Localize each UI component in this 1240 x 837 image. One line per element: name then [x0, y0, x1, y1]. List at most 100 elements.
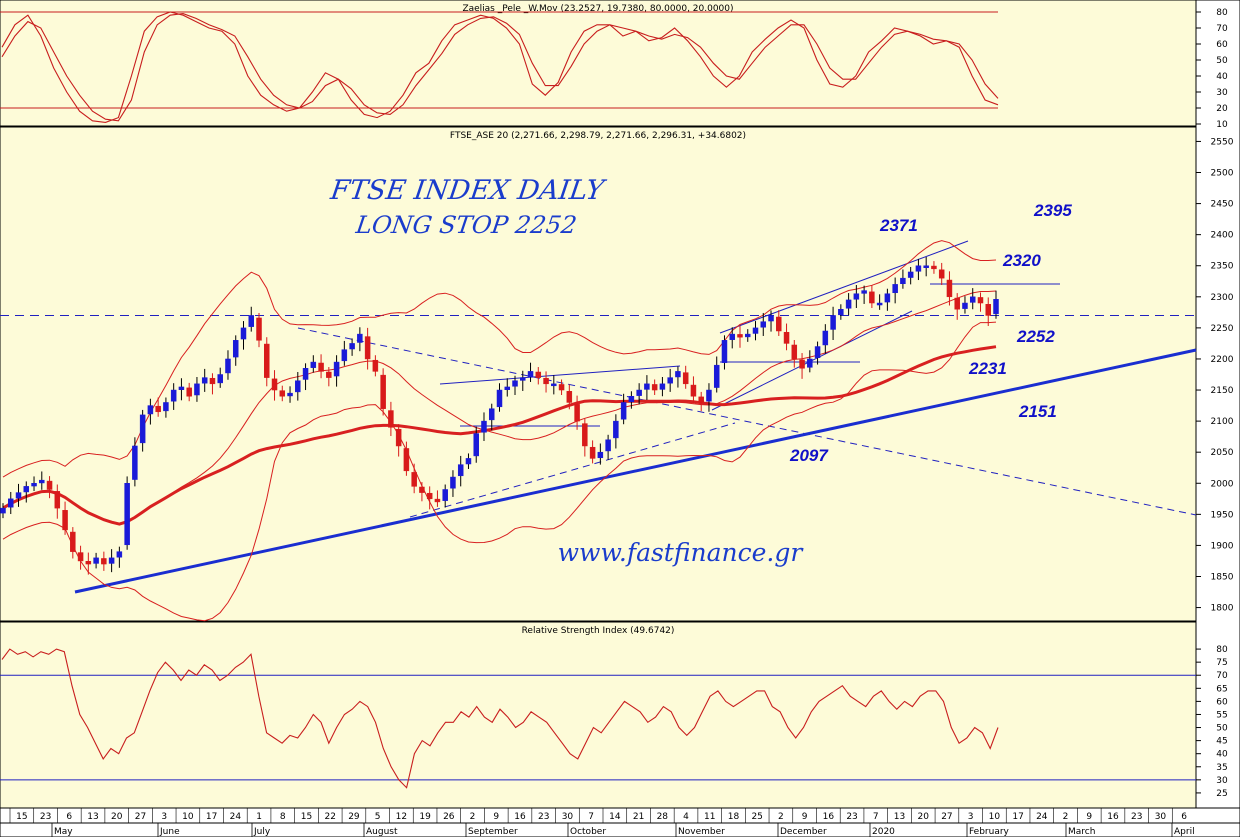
date-tick-label: 12 — [396, 812, 407, 822]
date-tick-label: 7 — [588, 812, 594, 822]
stochastic-y-tick-label: 70 — [1216, 24, 1228, 34]
date-tick-label: 6 — [66, 812, 72, 822]
rsi-y-tick-label: 55 — [1216, 710, 1227, 720]
candle-body — [163, 402, 169, 412]
date-tick-label: 11 — [704, 812, 715, 822]
candle-body — [551, 383, 557, 387]
candle-body — [923, 265, 929, 268]
candle-body — [442, 489, 448, 501]
level-label-2231: 2231 — [968, 359, 1007, 378]
price-y-tick-label: 2550 — [1211, 137, 1234, 147]
chart-heading-line-2: LONG STOP 2252 — [353, 211, 578, 239]
candle-body — [217, 374, 223, 384]
candle-body — [690, 384, 697, 397]
candle-body — [248, 315, 254, 327]
candle-body — [737, 334, 743, 338]
candle-body — [481, 420, 487, 433]
candle-body — [85, 561, 92, 565]
candle-body — [558, 384, 565, 391]
date-tick-label: 26 — [443, 812, 455, 822]
candle-body — [543, 377, 549, 385]
candle-body — [326, 371, 332, 378]
date-tick-label: 28 — [657, 812, 669, 822]
candle-body — [77, 552, 84, 562]
candle-body — [155, 405, 161, 413]
stochastic-y-tick-label: 80 — [1216, 8, 1228, 18]
candle-body — [457, 464, 464, 477]
price-y-tick-label: 2450 — [1211, 200, 1234, 210]
candle-body — [488, 408, 495, 421]
candle-body — [395, 428, 402, 447]
level-label-2097: 2097 — [789, 446, 829, 465]
candle-body — [426, 492, 433, 500]
stochastic-panel-background — [0, 0, 1197, 127]
channel-upper-line — [719, 240, 969, 334]
date-tick-label: 16 — [823, 812, 835, 822]
rsi-panel-background — [0, 621, 1197, 809]
rsi-y-tick-label: 70 — [1216, 671, 1228, 681]
candle-body — [240, 327, 247, 340]
candle-body — [574, 404, 580, 422]
date-tick-label: 13 — [894, 812, 905, 822]
candle-body — [372, 359, 379, 372]
candle-body — [900, 277, 906, 285]
candle-body — [279, 390, 286, 397]
candle-body — [845, 299, 852, 309]
candle-body — [861, 290, 867, 294]
descending-dashed-trendline — [297, 327, 1197, 516]
rsi-y-tick-label: 30 — [1216, 776, 1228, 786]
price-y-tick-label: 2200 — [1211, 355, 1234, 365]
rsi-line — [1, 648, 999, 789]
bollinger-lower-band — [2, 321, 997, 622]
candle-body — [985, 304, 991, 316]
candle-body — [496, 389, 503, 408]
stochastic-line-d — [1, 13, 999, 122]
price-y-tick-label: 2250 — [1211, 324, 1234, 334]
candle-body — [465, 458, 472, 465]
date-tick-label: 23 — [1131, 812, 1142, 822]
axes: 1020304050607080180018501900195020002050… — [0, 8, 1240, 837]
date-tick-label: 5 — [375, 812, 381, 822]
y-axis-background — [1195, 0, 1240, 809]
month-label: August — [366, 827, 398, 837]
candle-body — [520, 377, 526, 381]
candle-body — [287, 392, 293, 397]
month-label: December — [780, 827, 827, 837]
stochastic-y-tick-label: 20 — [1216, 104, 1228, 114]
date-tick-label: 22 — [324, 812, 335, 822]
candle-body — [473, 433, 479, 457]
date-tick-label: 29 — [348, 812, 360, 822]
candle-body — [403, 448, 410, 472]
candle-body — [264, 343, 270, 378]
candle-body — [566, 391, 573, 403]
candle-body — [814, 346, 821, 358]
candle-body — [838, 308, 844, 316]
candle-body — [706, 389, 712, 402]
candle-body — [411, 472, 417, 487]
candle-body — [876, 302, 883, 306]
rsi-panel-title: Relative Strength Index (49.6742) — [522, 626, 675, 636]
price-y-tick-label: 2350 — [1211, 262, 1234, 272]
rsi-y-tick-label: 45 — [1216, 737, 1227, 747]
candle-body — [799, 359, 805, 369]
date-tick-label: 15 — [301, 812, 312, 822]
level-label-2320: 2320 — [1002, 251, 1041, 270]
candle-body — [147, 405, 154, 415]
candle-body — [535, 371, 542, 378]
date-tick-label: 15 — [16, 812, 27, 822]
candle-body — [357, 333, 363, 343]
date-tick-label: 25 — [751, 812, 762, 822]
candle-body — [201, 377, 208, 384]
candle-body — [869, 291, 875, 304]
resistance-line — [439, 365, 681, 385]
level-label-2252: 2252 — [1016, 327, 1055, 346]
candle-body — [613, 420, 619, 439]
candle-body — [783, 331, 790, 344]
date-tick-label: 4 — [683, 812, 689, 822]
candle-body — [310, 361, 317, 368]
level-label-2371: 2371 — [879, 216, 918, 235]
candle-body — [341, 349, 348, 362]
date-tick-label: 8 — [280, 812, 286, 822]
candle-body — [186, 387, 192, 397]
date-tick-label: 24 — [1036, 812, 1048, 822]
